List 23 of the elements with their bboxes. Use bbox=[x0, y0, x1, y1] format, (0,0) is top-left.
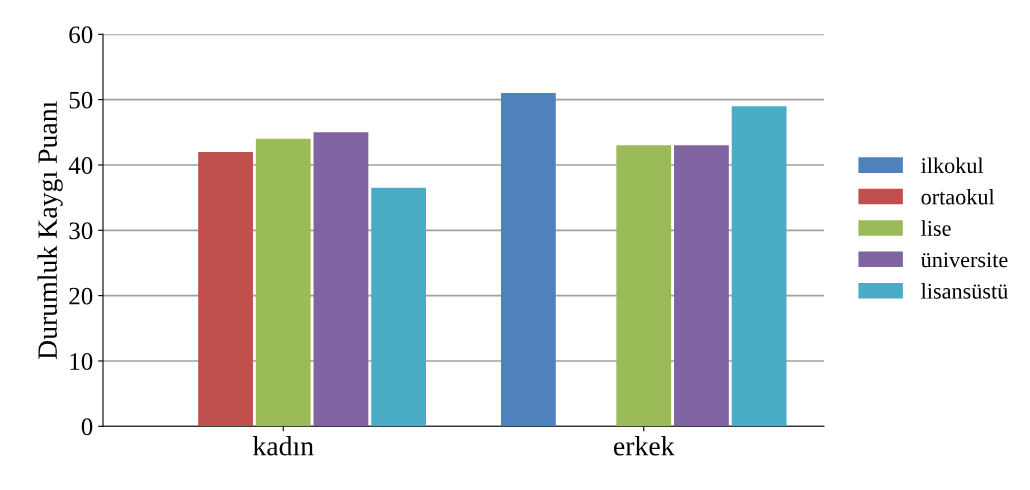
bar bbox=[674, 145, 729, 427]
y-tick-label: 10 bbox=[70, 353, 93, 370]
y-tick-label: 30 bbox=[69, 222, 93, 240]
y-tick-label: 40 bbox=[68, 157, 93, 174]
y-tick-label: 60 bbox=[69, 26, 93, 44]
legend-label: ortaokul bbox=[921, 188, 995, 205]
y-tick-label: 50 bbox=[69, 91, 93, 109]
x-tick-label: kadın bbox=[252, 436, 314, 456]
bar bbox=[313, 132, 369, 427]
legend-label: üniversite bbox=[920, 252, 1008, 268]
x-tick-label: erkek bbox=[613, 436, 675, 456]
bar bbox=[500, 93, 556, 427]
y-tick-label: 0 bbox=[81, 418, 93, 436]
legend-label: lisansüstü bbox=[921, 283, 1008, 299]
bar bbox=[198, 151, 253, 427]
bar bbox=[255, 138, 311, 427]
legend-label: ilkokul bbox=[921, 157, 984, 174]
bar bbox=[371, 187, 427, 427]
bar bbox=[731, 106, 787, 427]
y-axis-title: Durumluk Kaygı Puanı bbox=[37, 101, 63, 360]
y-tick-label: 20 bbox=[69, 287, 93, 305]
bar bbox=[616, 145, 672, 427]
legend-label: lise bbox=[921, 220, 951, 236]
